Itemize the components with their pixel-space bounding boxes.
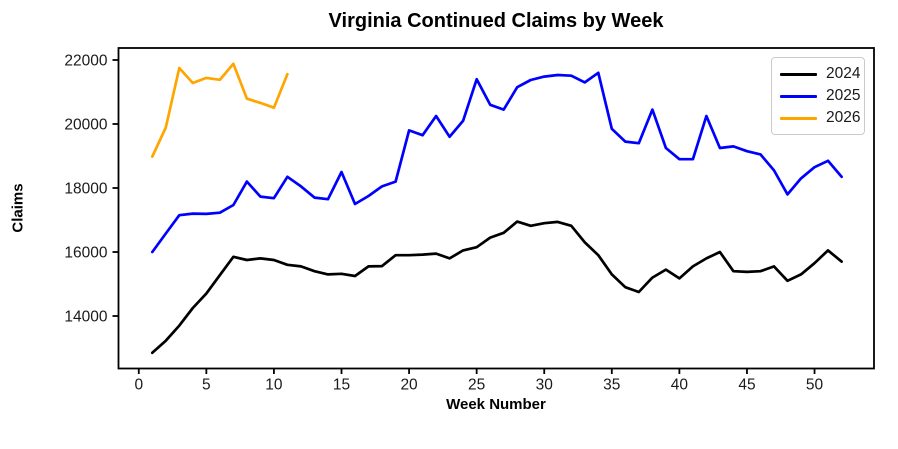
legend-line-swatch (780, 72, 817, 76)
x-tick-label: 5 (202, 377, 211, 394)
x-tick-label: 35 (603, 377, 620, 394)
plot-spines (117, 47, 875, 370)
series-line-2026 (150, 62, 289, 158)
legend-item-2026: 2026 (780, 107, 860, 129)
series-line-2024 (150, 220, 843, 355)
x-tick-label: 30 (536, 377, 554, 394)
legend-label: 2025 (826, 87, 861, 105)
x-tick-label: 10 (265, 377, 283, 394)
y-tick-label: 20000 (64, 117, 107, 134)
y-tick-label: 16000 (64, 245, 107, 262)
legend-line-swatch (780, 94, 817, 98)
x-axis-label: Week Number (446, 396, 546, 413)
legend-label: 2026 (826, 109, 861, 127)
y-tick-label: 18000 (64, 181, 107, 198)
x-tick-label: 45 (738, 377, 755, 394)
x-tick-label: 40 (671, 377, 689, 394)
chart-title: Virginia Continued Claims by Week (328, 10, 664, 32)
legend-line-swatch (780, 116, 817, 120)
x-tick-label: 20 (400, 377, 418, 394)
legend-item-2025: 2025 (780, 85, 860, 107)
y-tick-label: 14000 (64, 309, 107, 326)
x-tick-label: 50 (806, 377, 824, 394)
legend-item-2024: 2024 (780, 63, 860, 85)
legend-label: 2024 (826, 65, 861, 83)
x-axis: 0 5 10 15 20 25 30 35 40 45 50 (134, 368, 824, 394)
legend: 2024 2025 2026 (771, 57, 865, 135)
y-tick-label: 22000 (64, 53, 107, 70)
y-axis: 14000 16000 18000 20000 22000 (64, 53, 119, 326)
series-line-2025 (150, 71, 843, 254)
x-tick-label: 0 (134, 377, 143, 394)
x-tick-label: 15 (333, 377, 350, 394)
x-tick-label: 25 (468, 377, 485, 394)
